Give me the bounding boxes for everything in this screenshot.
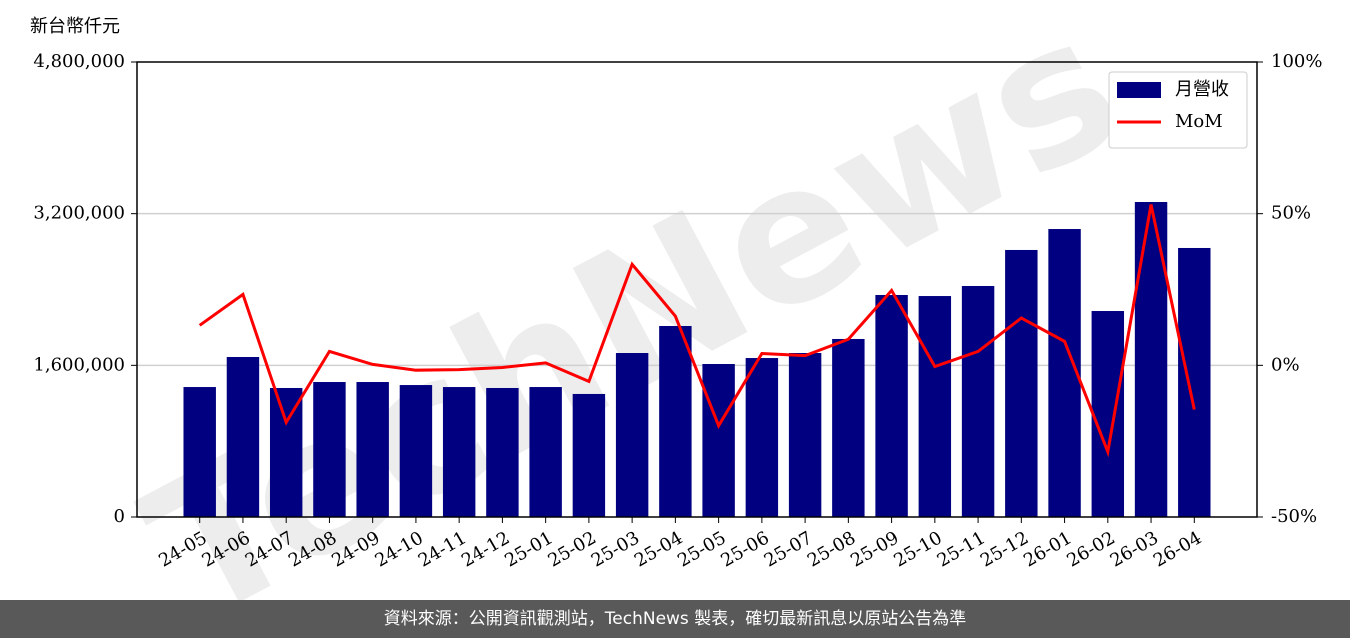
bar — [226, 356, 260, 517]
y-tick-label: 3,200,000 — [33, 203, 125, 224]
bar — [313, 382, 346, 517]
x-tick-label: 26-04 — [1150, 527, 1205, 571]
y-tick-label: 0 — [114, 506, 125, 527]
y-tick-label: 1,600,000 — [33, 354, 125, 375]
y2-tick-label: 0% — [1271, 354, 1300, 375]
y-axis-label: 新台幣仟元 — [30, 16, 120, 37]
legend-label: 月營收 — [1175, 79, 1229, 100]
y2-tick-label: 100% — [1271, 51, 1322, 72]
bar — [1005, 249, 1038, 518]
y-tick-label: 4,800,000 — [33, 51, 125, 72]
bar — [702, 364, 735, 517]
x-tick-label: 26-03 — [1107, 527, 1162, 571]
x-tick-label: 25-03 — [588, 527, 643, 571]
bar — [572, 393, 606, 517]
bar — [356, 382, 389, 517]
x-tick-label: 25-06 — [717, 527, 772, 571]
line — [198, 204, 1196, 458]
bar — [961, 285, 995, 517]
x-tick-label: 25-08 — [804, 527, 859, 571]
chart: TechNews 新台幣仟元 01,600,0003,200,0004,800,… — [30, 0, 1322, 600]
x-tick-label: 24-12 — [458, 527, 513, 571]
bar — [269, 387, 303, 517]
x-tick-label: 25-07 — [761, 527, 816, 571]
x-tick-label: 26-01 — [1020, 527, 1075, 571]
bar — [659, 325, 692, 517]
bar — [788, 353, 822, 517]
bar — [442, 387, 476, 517]
legend-label: MoM — [1175, 111, 1223, 132]
bar — [832, 338, 865, 517]
bar — [1134, 202, 1168, 517]
bar — [745, 358, 779, 517]
bar — [529, 387, 562, 517]
legend-swatch — [1117, 82, 1161, 98]
x-tick-label: 25-09 — [847, 527, 902, 571]
bar — [1091, 311, 1125, 517]
x-tick-label: 25-10 — [890, 527, 945, 571]
plot-frame — [136, 61, 1258, 518]
bar — [1178, 247, 1211, 517]
y2-tick-label: -50% — [1271, 506, 1317, 527]
x-tick-label: 25-11 — [934, 527, 989, 571]
bar — [918, 296, 952, 517]
x-tick-label: 25-02 — [544, 527, 599, 571]
x-tick-label: 25-04 — [631, 527, 686, 571]
x-tick-label: 25-01 — [501, 527, 556, 571]
x-tick-label: 25-05 — [674, 527, 729, 571]
bar — [399, 385, 433, 517]
bar — [615, 353, 649, 517]
bar — [183, 387, 216, 517]
x-tick-label: 25-12 — [977, 527, 1032, 571]
x-tick-label: 26-02 — [1063, 527, 1118, 571]
bar — [486, 387, 519, 517]
footer: 資料來源：公開資訊觀測站，TechNews 製表，確切最新訊息以原站公告為準 — [0, 600, 1350, 638]
y2-tick-label: 50% — [1271, 203, 1311, 224]
bar — [875, 294, 908, 517]
